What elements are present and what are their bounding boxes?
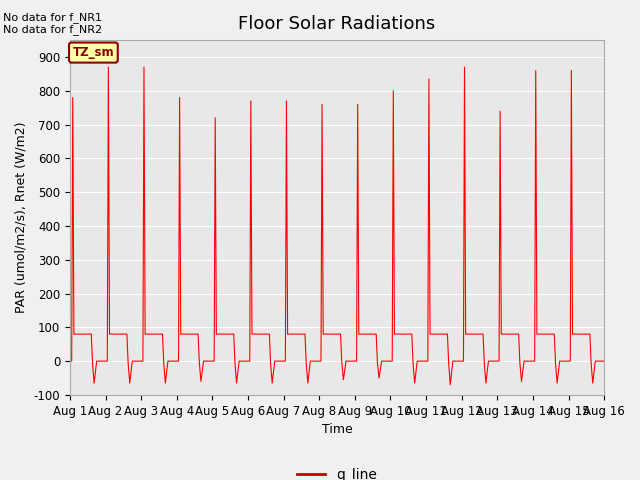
Title: Floor Solar Radiations: Floor Solar Radiations <box>238 15 436 33</box>
Y-axis label: PAR (umol/m2/s), Rnet (W/m2): PAR (umol/m2/s), Rnet (W/m2) <box>15 122 28 313</box>
Text: No data for f_NR2: No data for f_NR2 <box>3 24 102 35</box>
Text: No data for f_NR1: No data for f_NR1 <box>3 12 102 23</box>
Text: TZ_sm: TZ_sm <box>72 46 114 59</box>
Legend: q_line: q_line <box>292 462 383 480</box>
X-axis label: Time: Time <box>322 423 353 436</box>
